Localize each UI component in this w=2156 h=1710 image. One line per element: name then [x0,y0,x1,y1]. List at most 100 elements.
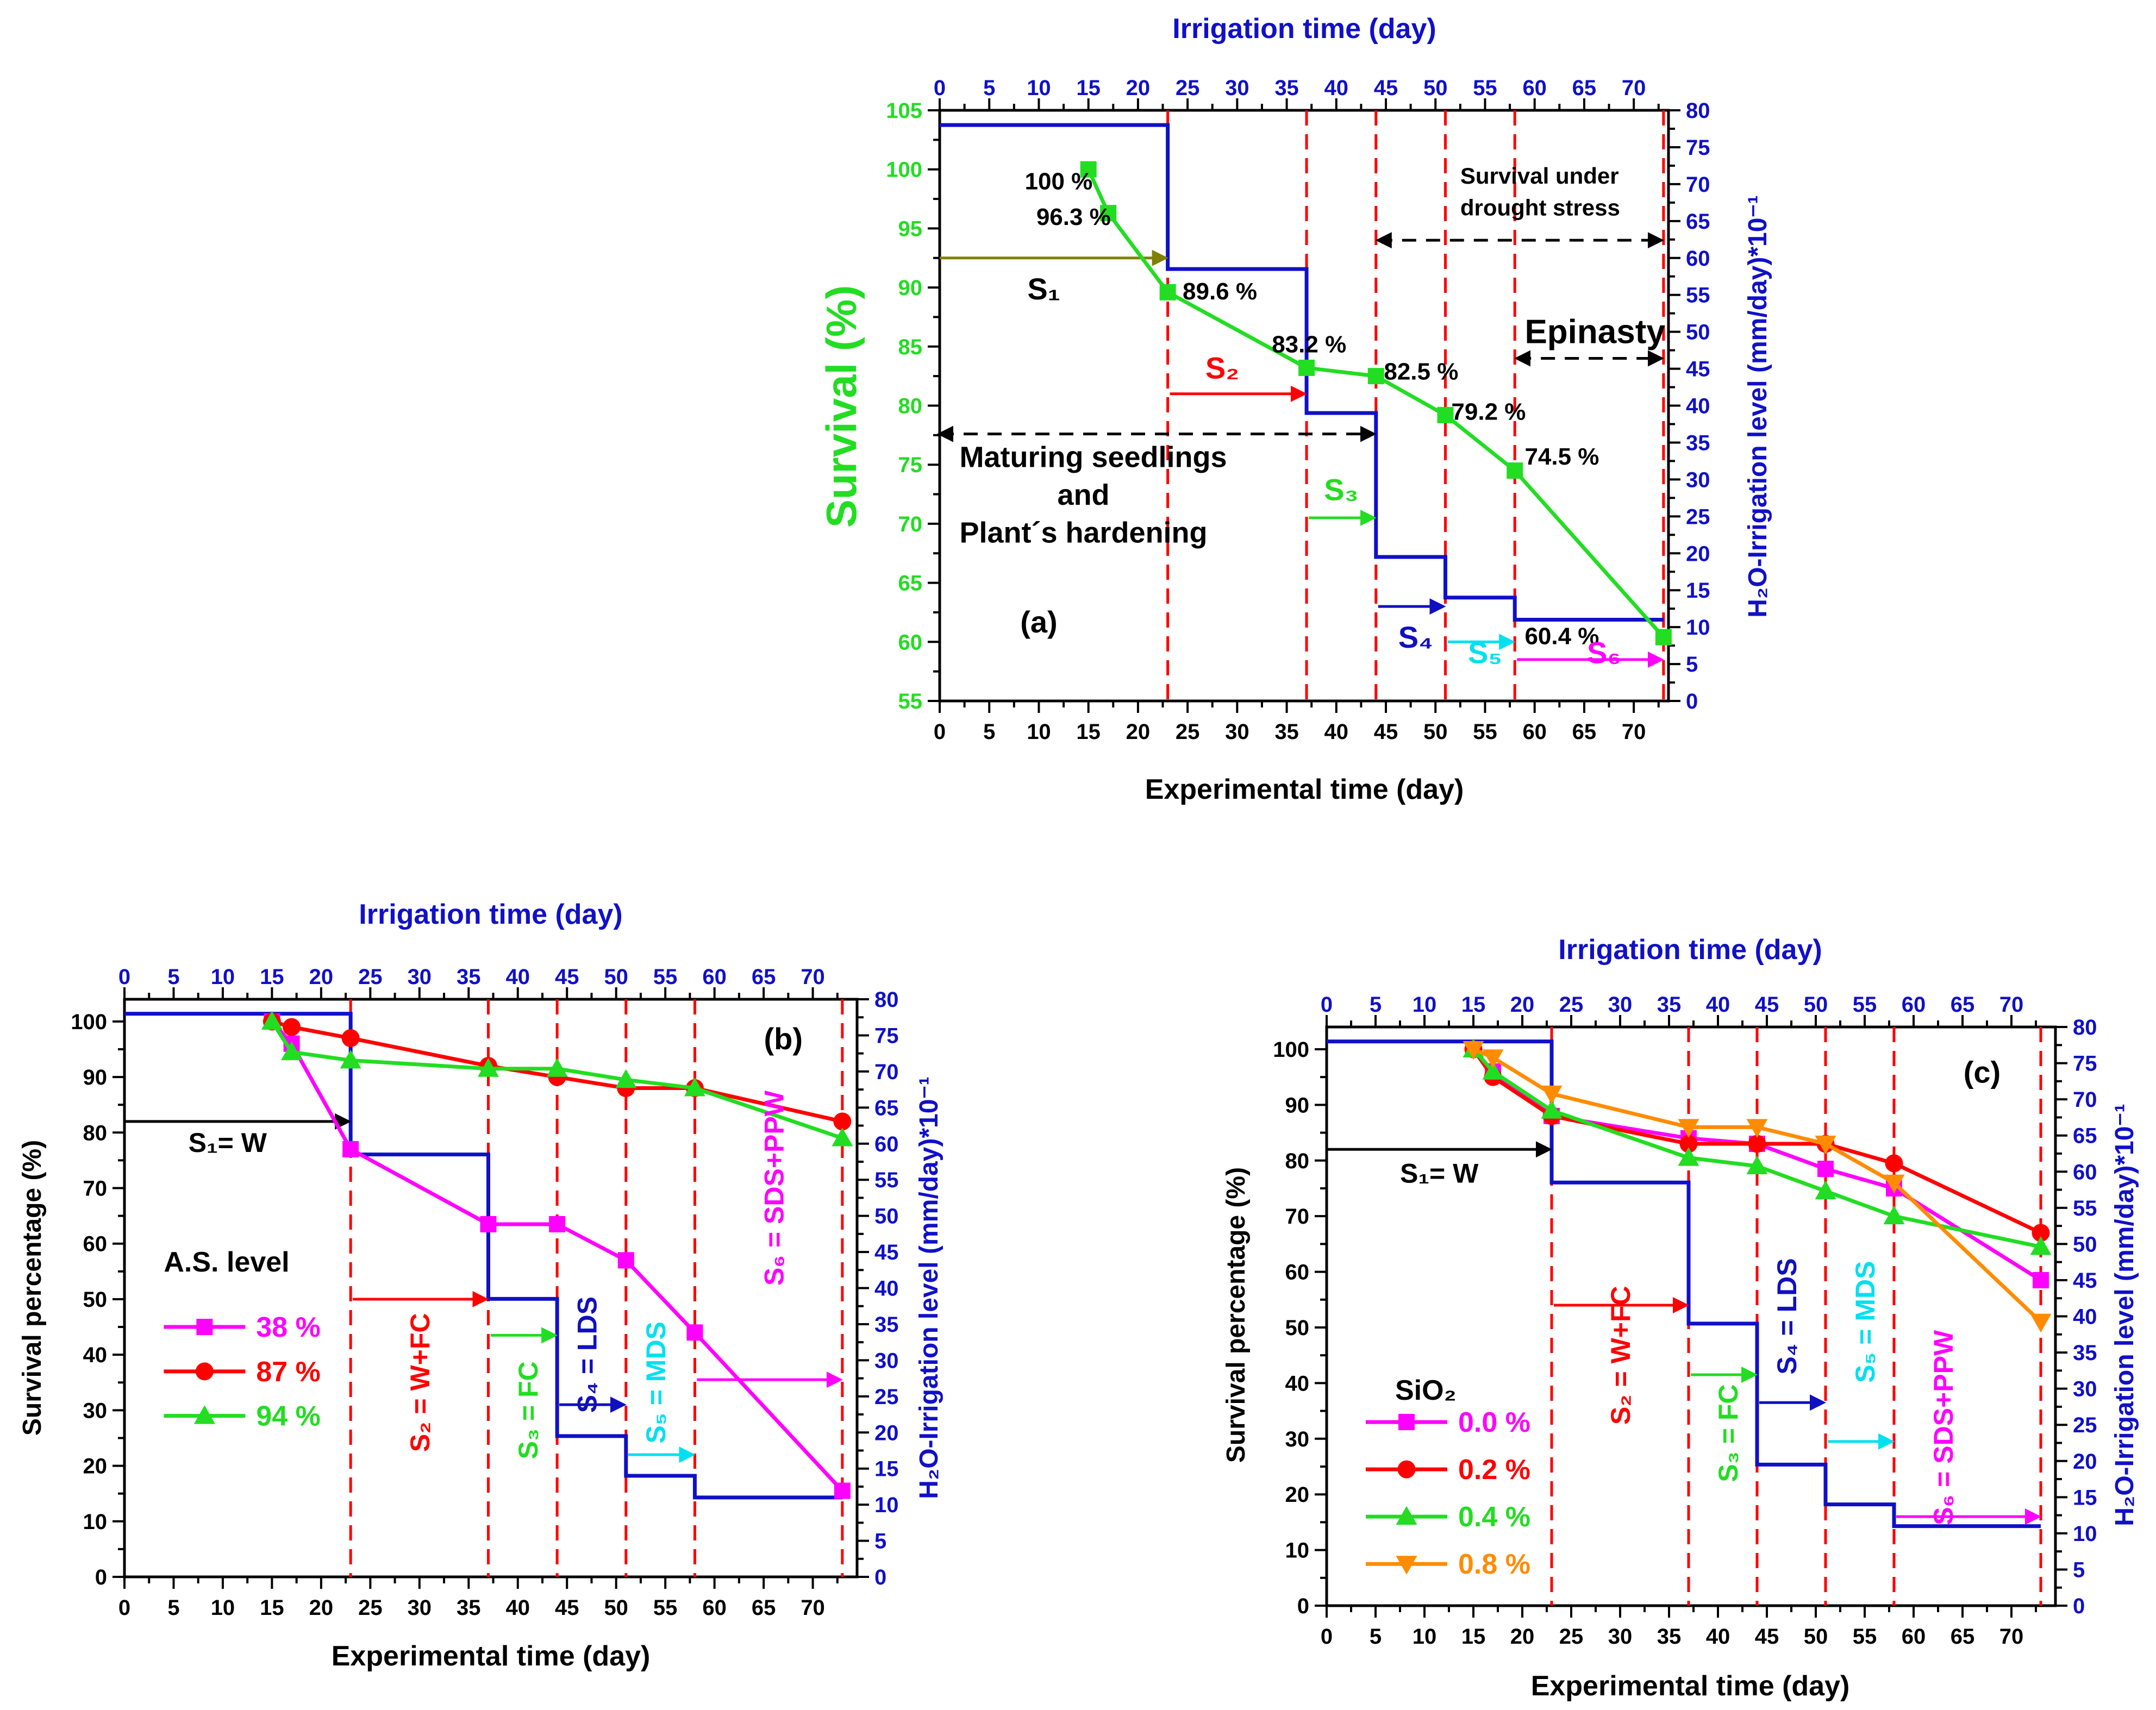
x-axis-title: Experimental time (day) [1531,1670,1850,1702]
x-top-tick-label: 65 [752,965,776,989]
x-top-tick-label: 35 [457,965,481,989]
data-point-circle [1397,1460,1416,1479]
y2-axis-title: H₂O-Irrigation level (mm/day)*10⁻¹ [2110,1104,2139,1526]
y-tick-label: 80 [83,1121,108,1145]
annotation-text: S₁ [1027,272,1060,306]
y-tick-label: 50 [83,1288,108,1312]
y2-tick-label: 30 [1686,468,1710,492]
x-tick-label: 5 [167,1596,179,1620]
panel-c: 0055101015152020252530303535404045455050… [1222,934,2139,1702]
y-tick-label: 50 [1285,1316,1310,1340]
y2-tick-label: 5 [1686,653,1698,677]
y-tick-label: 100 [886,158,922,182]
data-point-triangle [1396,1506,1417,1525]
legend: A.S. level 38 % 87 % 94 % [164,1247,321,1432]
y2-tick-label: 35 [874,1313,899,1337]
x-tick-label: 30 [1608,1625,1633,1649]
x-top-tick-label: 45 [1374,76,1398,100]
y2-tick-label: 10 [874,1493,899,1517]
y2-tick-label: 30 [2073,1377,2097,1401]
y-tick-label: 10 [1285,1539,1310,1563]
x-tick-label: 15 [1076,720,1101,744]
annotation-text: drought stress [1460,195,1620,220]
data-point-triangle [1815,1180,1836,1200]
x-tick-label: 30 [408,1596,432,1620]
data-point-triangle [1746,1155,1768,1175]
y2-tick-label: 55 [1686,284,1710,308]
y2-tick-label: 55 [874,1168,899,1192]
legend-label: 87 % [256,1356,321,1388]
y2-tick-label: 10 [1686,616,1710,640]
panel-label: (c) [1964,1055,2001,1089]
series-line [1472,1048,2041,1249]
irrigation-level-step-line [1327,1039,2041,1529]
x-top-tick-label: 30 [408,965,432,989]
x-tick-label: 45 [1755,1625,1779,1649]
x-tick-label: 10 [1413,1625,1437,1649]
y2-tick-label: 60 [2073,1160,2097,1184]
data-point-triangle-down [1396,1556,1417,1575]
y-tick-label: 0 [95,1565,107,1589]
y-tick-label: 105 [886,99,922,123]
y-tick-label: 70 [1285,1205,1310,1229]
data-point-triangle-down [1541,1085,1563,1105]
data-point-square [1817,1161,1834,1177]
y-tick-label: 90 [83,1066,108,1089]
y2-tick-label: 40 [1686,394,1710,418]
data-point-square [1159,284,1176,300]
x-tick-label: 50 [604,1596,628,1620]
x-tick-label: 25 [1176,720,1200,744]
x-tick-label: 30 [1225,720,1249,744]
x-tick-label: 35 [1657,1625,1682,1649]
data-point-circle [1679,1135,1698,1153]
data-point-triangle [546,1058,568,1077]
y-tick-label: 70 [898,512,923,536]
x-top-tick-label: 40 [506,965,530,989]
annotation-text: 100 % [1025,168,1093,195]
y-tick-label: 100 [1273,1038,1309,1062]
y-tick-label: 40 [1285,1371,1310,1395]
y2-tick-label: 70 [2073,1088,2097,1112]
x-tick-label: 25 [358,1596,383,1620]
y2-axis-title: H₂O-Irrigation level (mm/day)*10⁻¹ [1743,195,1772,618]
x-tick-label: 55 [653,1596,678,1620]
annotation-text: 60.4 % [1524,623,1599,650]
y2-tick-label: 55 [2073,1197,2097,1220]
y-tick-label: 85 [898,335,923,359]
y2-tick-label: 60 [1686,247,1710,271]
data-point-triangle-down [2030,1313,2052,1333]
x-top-tick-label: 70 [801,965,825,989]
x-top-tick-label: 20 [1126,76,1151,100]
x-tick-label: 20 [309,1596,334,1620]
y2-tick-label: 50 [1686,321,1710,344]
x-tick-label: 0 [934,720,946,744]
x-top-tick-label: 55 [653,965,678,989]
annotation-text: S₅ = MDS [1850,1261,1880,1383]
top-axis-title: Irrigation time (day) [359,899,622,930]
x-tick-label: 70 [1622,720,1646,744]
x-tick-label: 15 [1461,1625,1486,1649]
data-point-triangle [340,1049,361,1069]
data-point-square [480,1216,497,1232]
y-axis-title: Survival percentage (%) [18,1140,47,1436]
x-top-tick-label: 55 [1853,993,1877,1017]
legend-label: 0.2 % [1458,1454,1530,1486]
x-top-tick-label: 10 [211,965,235,989]
y-tick-label: 80 [1285,1149,1310,1173]
x-tick-label: 65 [752,1596,776,1620]
x-tick-label: 40 [506,1596,530,1620]
x-top-tick-label: 10 [1027,76,1051,100]
data-point-square [686,1324,703,1341]
x-tick-label: 70 [801,1596,825,1620]
annotation-text: 82.5 % [1384,359,1458,385]
y2-tick-label: 45 [1686,358,1710,381]
x-top-tick-label: 55 [1473,76,1497,100]
y2-tick-label: 15 [874,1457,899,1481]
x-tick-label: 45 [1374,720,1398,744]
y2-tick-label: 70 [1686,173,1710,197]
y2-tick-label: 65 [874,1096,899,1120]
irrigation-level-step-line [940,123,1664,622]
x-tick-label: 45 [555,1596,579,1620]
x-tick-label: 25 [1559,1625,1584,1649]
y-tick-label: 65 [898,572,923,596]
